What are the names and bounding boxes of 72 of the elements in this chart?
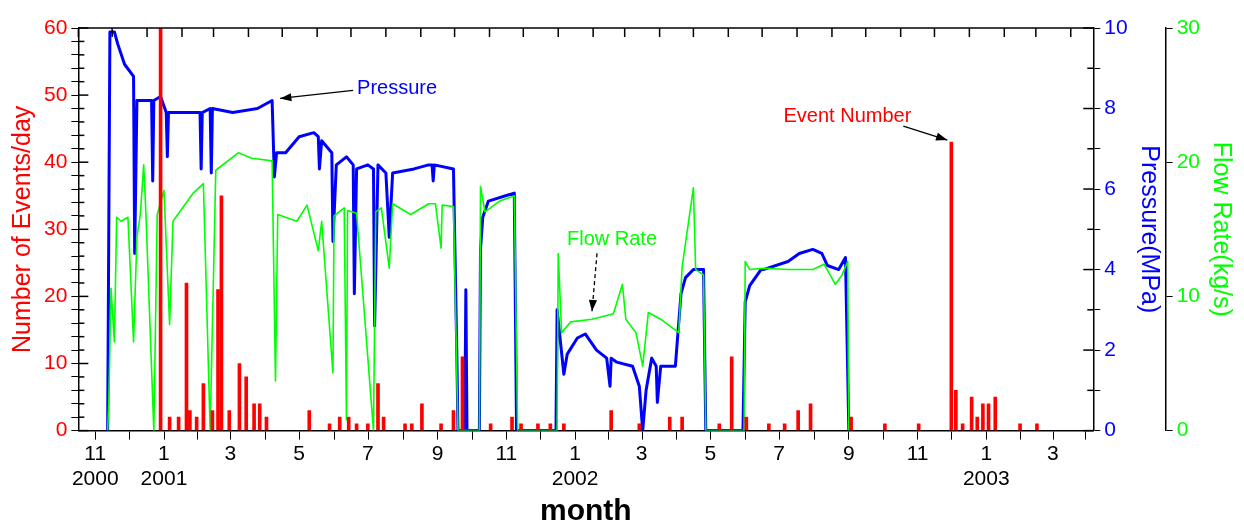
x-tick-label: 1 2003 — [962, 441, 1010, 490]
y2-tick-label: 10 — [1104, 14, 1128, 38]
y2-tick-label: 6 — [1104, 175, 1116, 199]
bar — [767, 423, 771, 431]
x-tick-label: 5 — [704, 441, 717, 464]
y3-tick-label: 10 — [1176, 283, 1200, 307]
x-tick-label: 11 — [906, 441, 929, 464]
x-axis-title: month — [540, 493, 632, 527]
x-tick-label: 9 — [431, 441, 444, 464]
x-tick-label: 1 2002 — [551, 441, 599, 490]
y-tick-label: 50 — [44, 81, 68, 105]
y3-tick-label: 0 — [1176, 417, 1189, 441]
bar — [403, 423, 407, 431]
bar — [337, 416, 342, 431]
bar — [244, 376, 249, 431]
bar — [680, 416, 684, 431]
bar — [637, 423, 642, 431]
text: Event Number — [783, 103, 912, 126]
y3-tick-label: 30 — [1176, 14, 1200, 38]
bar — [409, 423, 414, 431]
x-tick-label: 11 2000 — [71, 441, 119, 490]
bar — [883, 423, 887, 431]
x-tick-label: 3 — [224, 441, 237, 464]
bar — [667, 416, 672, 431]
x-tick-label: 3 — [1046, 441, 1059, 464]
y2-tick-label: 8 — [1104, 95, 1116, 119]
x-tick-label: 5 — [293, 441, 305, 464]
bar — [717, 423, 722, 431]
y3-axis-title: Flow Rate(kg/s) — [1209, 141, 1238, 317]
bar — [975, 416, 980, 431]
bar — [536, 423, 540, 431]
text: Pressure — [357, 75, 438, 98]
bar — [307, 410, 312, 431]
bar — [257, 403, 262, 431]
bar — [609, 410, 613, 431]
y2-tick-label: 0 — [1104, 417, 1116, 441]
bar — [227, 410, 232, 431]
bar — [796, 410, 800, 431]
y-tick-label: 30 — [44, 216, 68, 240]
bar — [1018, 423, 1022, 431]
bar — [849, 416, 853, 431]
bar — [420, 403, 424, 431]
y3-tick-label: 20 — [1176, 149, 1200, 172]
bar — [346, 416, 351, 431]
bar — [1035, 423, 1039, 431]
bar — [993, 396, 998, 431]
bar — [981, 403, 985, 431]
x-tick-label: 9 — [843, 441, 855, 464]
bar — [252, 403, 256, 431]
bar — [519, 423, 523, 431]
x-tick-label: 7 — [773, 441, 785, 464]
x-tick-label: 7 — [362, 441, 374, 464]
x-tick-label: 1 2001 — [140, 441, 188, 490]
y2-axis-title: Pressure(MPa) — [1136, 145, 1165, 314]
y2-tick-label: 2 — [1104, 336, 1116, 360]
bar — [376, 383, 380, 431]
bar — [916, 423, 921, 431]
x-tick-label: 11 — [495, 441, 518, 464]
y-tick-label: 0 — [55, 417, 68, 441]
bar — [729, 356, 734, 431]
bar — [510, 416, 514, 431]
series-label: Flow Rate — [567, 226, 658, 249]
y2-tick-label: 4 — [1104, 256, 1117, 280]
y-tick-label: 10 — [44, 350, 68, 374]
y-tick-label: 40 — [44, 149, 68, 172]
y-tick-label: 60 — [44, 14, 68, 38]
bar — [366, 423, 370, 431]
bar — [439, 423, 443, 431]
bar — [562, 423, 566, 431]
y-tick-label: 20 — [44, 283, 68, 307]
y-axis-title: Number of Events/day — [6, 105, 35, 353]
x-tick-label: 3 — [635, 441, 648, 464]
